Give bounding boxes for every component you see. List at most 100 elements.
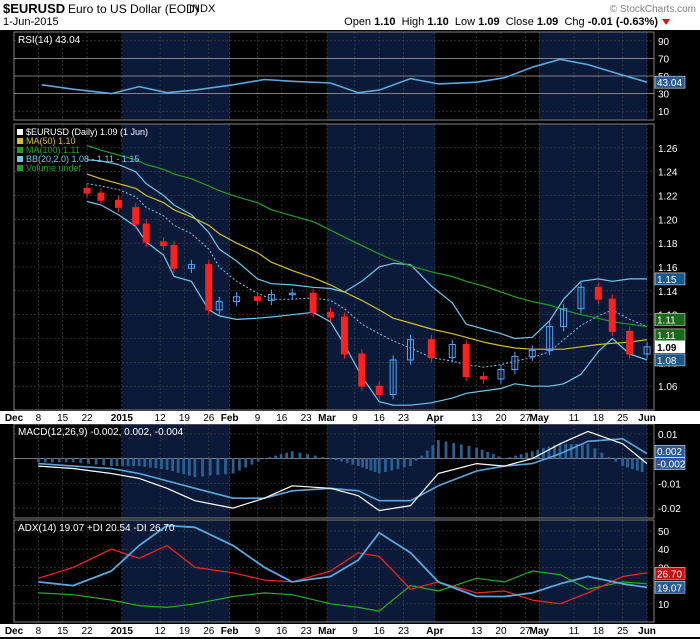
price-month-band	[539, 124, 648, 410]
macd-histogram-bar	[640, 458, 644, 472]
macd-histogram-bar	[285, 452, 289, 459]
chg-label: Chg	[564, 16, 585, 28]
macd-histogram-bar	[263, 458, 266, 460]
candle-body	[358, 353, 366, 387]
macd-histogram-bar	[467, 446, 471, 459]
x-axis-label-bottom: 11	[569, 626, 580, 637]
adx-month-band	[327, 520, 435, 622]
x-axis-label-bottom: 25	[617, 626, 629, 637]
macd-histogram-bar	[361, 458, 364, 468]
x-axis-label-top: 8	[36, 413, 42, 424]
macd-histogram-bar	[87, 458, 90, 464]
rsi-line	[41, 58, 648, 95]
price-legend-entry: BB(20,2.0) 1.08 - 1.11 - 1.15	[26, 154, 139, 164]
macd-histogram-bar	[165, 458, 169, 470]
macd-histogram-bar	[201, 458, 204, 477]
price-legend-swatch	[17, 156, 23, 162]
candle-body	[215, 301, 223, 311]
low-value: 1.09	[478, 16, 500, 28]
adx-ytick-label: 10	[658, 600, 670, 611]
macd-histogram-bar	[208, 458, 212, 476]
x-axis-label-top: 20	[495, 413, 507, 424]
macd-histogram-bar	[329, 458, 332, 460]
minus-di-value-label-box	[654, 567, 686, 580]
credit-label: © StockCharts.com	[609, 4, 696, 15]
macd-ytick-label: -0.02	[658, 504, 681, 515]
price-ytick-label: 1.14	[658, 287, 678, 298]
macd-histogram-bar	[231, 458, 235, 474]
x-axis-label-bottom: 23	[398, 626, 410, 637]
stock-chart: 90705030101.261.241.221.201.181.161.141.…	[0, 30, 700, 639]
macd-histogram-bar	[306, 454, 309, 459]
x-axis-label-bottom: 15	[57, 626, 69, 637]
candle-body	[267, 293, 275, 301]
x-axis-label-bottom: 8	[36, 626, 42, 637]
candle-body	[560, 308, 568, 328]
macd-histogram-bar	[480, 449, 484, 459]
x-axis-label-top: Jun	[638, 413, 656, 424]
macd-histogram-bar	[508, 457, 512, 459]
macd-signal-line	[38, 437, 648, 502]
x-axis-label-bottom: 20	[495, 626, 507, 637]
adx-value-label: 19.07	[657, 583, 682, 594]
macd-histogram-bar	[586, 443, 590, 459]
macd-month-band	[327, 424, 435, 518]
x-axis-label-bottom: 9	[255, 626, 261, 637]
candle-body	[577, 286, 585, 310]
candle-body	[340, 316, 348, 355]
macd-histogram-bar	[530, 451, 534, 459]
macd-panel: 0.010.00-0.01-0.02	[13, 423, 681, 519]
candle-body	[643, 346, 651, 355]
adx-legend: ADX(14) 19.07 +DI 20.54 -DI 26.70	[18, 523, 175, 534]
high-value: 1.10	[427, 16, 449, 28]
macd-histogram-bar	[148, 458, 152, 468]
macd-histogram-bar	[187, 458, 191, 476]
macd-histogram-bar	[452, 443, 456, 459]
macd-histogram-bar	[369, 458, 373, 471]
macd-histogram-bar	[115, 458, 119, 467]
macd-histogram-bar	[547, 446, 551, 459]
candle-body	[170, 245, 178, 269]
price-ytick-label: 1.24	[658, 168, 678, 179]
x-axis-label-bottom: Feb	[221, 626, 239, 637]
macd-histogram-bar	[600, 452, 604, 459]
macd-histogram-bar	[486, 451, 490, 459]
x-axis-label-top: 18	[593, 413, 605, 424]
macd-ytick-label: -0.01	[658, 479, 681, 490]
close-value-label-box	[654, 340, 686, 354]
x-axis-label-top: 16	[374, 413, 386, 424]
macd-histogram-bar	[497, 456, 501, 459]
macd-histogram-bar	[459, 444, 463, 459]
candle-body	[97, 192, 105, 201]
x-axis-label-top: 13	[471, 413, 483, 424]
macd-histogram-bar	[126, 458, 130, 467]
macd-histogram-bar	[626, 458, 629, 468]
down-triangle-icon	[662, 19, 670, 25]
macd-ytick-label: 0.01	[658, 430, 678, 441]
x-axis-label-bottom: May	[529, 626, 549, 637]
quote-date: 1-Jun-2015	[3, 16, 59, 28]
macd-histogram-bar	[340, 458, 344, 462]
macd-histogram-bar	[402, 458, 406, 468]
rsi-legend: RSI(14) 43.04	[18, 35, 81, 46]
macd-histogram-bar	[71, 458, 75, 463]
x-axis-label-top: 25	[617, 413, 629, 424]
candle-body	[389, 359, 397, 396]
x-axis-label-bottom: 27	[520, 626, 532, 637]
macd-histogram-bar	[132, 458, 136, 467]
macd-histogram-bar	[356, 458, 360, 467]
macd-histogram-bar	[631, 458, 634, 470]
candle-body	[462, 343, 470, 378]
price-legend-entry: Volume undef	[26, 163, 82, 173]
instrument-name: Euro to US Dollar (EOD)	[68, 2, 199, 16]
plus-di-line	[38, 570, 648, 612]
macd-histogram-bar	[396, 458, 400, 470]
candle-body	[327, 311, 335, 318]
macd-histogram-bar	[43, 458, 47, 463]
x-axis-label-top: 9	[255, 413, 261, 424]
macd-histogram-bar	[425, 450, 429, 459]
x-axis-label-top: 12	[155, 413, 167, 424]
macd-histogram-bar	[279, 454, 283, 459]
x-axis-label-bottom: 12	[155, 626, 167, 637]
price-ytick-label: 1.20	[658, 215, 678, 226]
